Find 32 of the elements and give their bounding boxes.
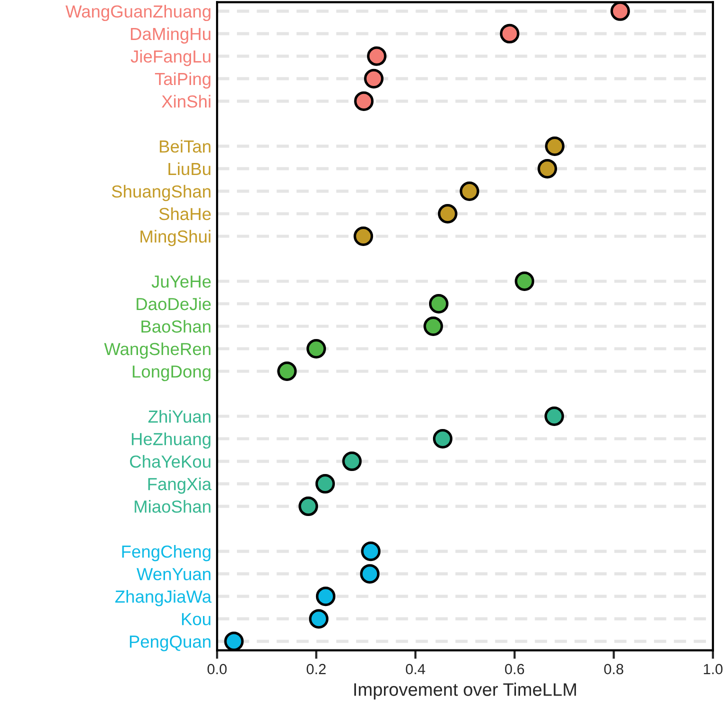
x-tick-label: 0.6 — [505, 664, 524, 674]
y-tick-label: WangGuanZhuang — [66, 4, 210, 22]
y-tick-label: BeiTan — [160, 140, 210, 153]
y-tick-label: ShuangShan — [112, 184, 210, 202]
y-tick-label: LiuBu — [168, 162, 210, 176]
y-tick-label: DaMingHu — [130, 27, 210, 44]
y-tick-label: WenYuan — [136, 568, 210, 580]
y-tick-label: FangXia — [148, 478, 212, 494]
y-tick-label: TaiPing — [154, 72, 210, 89]
y-tick-label: JieFangLu — [130, 50, 210, 66]
x-tick-label: 0.0 — [208, 664, 227, 674]
y-tick-label: ChaYeKou — [130, 455, 210, 468]
y-tick-label: ShaHe — [159, 207, 211, 220]
y-tick-label: LongDong — [132, 366, 210, 382]
y-tick-label: BaoShan — [142, 320, 210, 333]
y-tick-label: Kou — [182, 613, 210, 626]
y-tick-label: WangSheRen — [104, 342, 210, 359]
y-tick-label: HeZhuang — [132, 432, 210, 449]
y-tick-label: PengQuan — [130, 636, 210, 652]
y-tick-label: MiaoShan — [134, 500, 210, 513]
y-tick-label: MingShui — [140, 230, 210, 246]
y-tick-label: ZhangJiaWa — [115, 590, 212, 606]
x-tick-label: 0.2 — [306, 664, 326, 674]
x-tick-label: 0.8 — [604, 664, 624, 674]
y-tick-label: FengCheng — [122, 545, 210, 562]
y-tick-label: DaoDeJie — [136, 297, 211, 310]
y-tick-label: ZhiYuan — [148, 410, 210, 423]
x-tick-label: 0.4 — [406, 664, 426, 674]
x-tick-label: 1.0 — [704, 664, 722, 674]
x-axis-title: Improvement over TimeLLM — [354, 682, 576, 700]
y-tick-label: XinShi — [162, 94, 210, 108]
y-tick-label: JuYeHe — [152, 276, 211, 288]
